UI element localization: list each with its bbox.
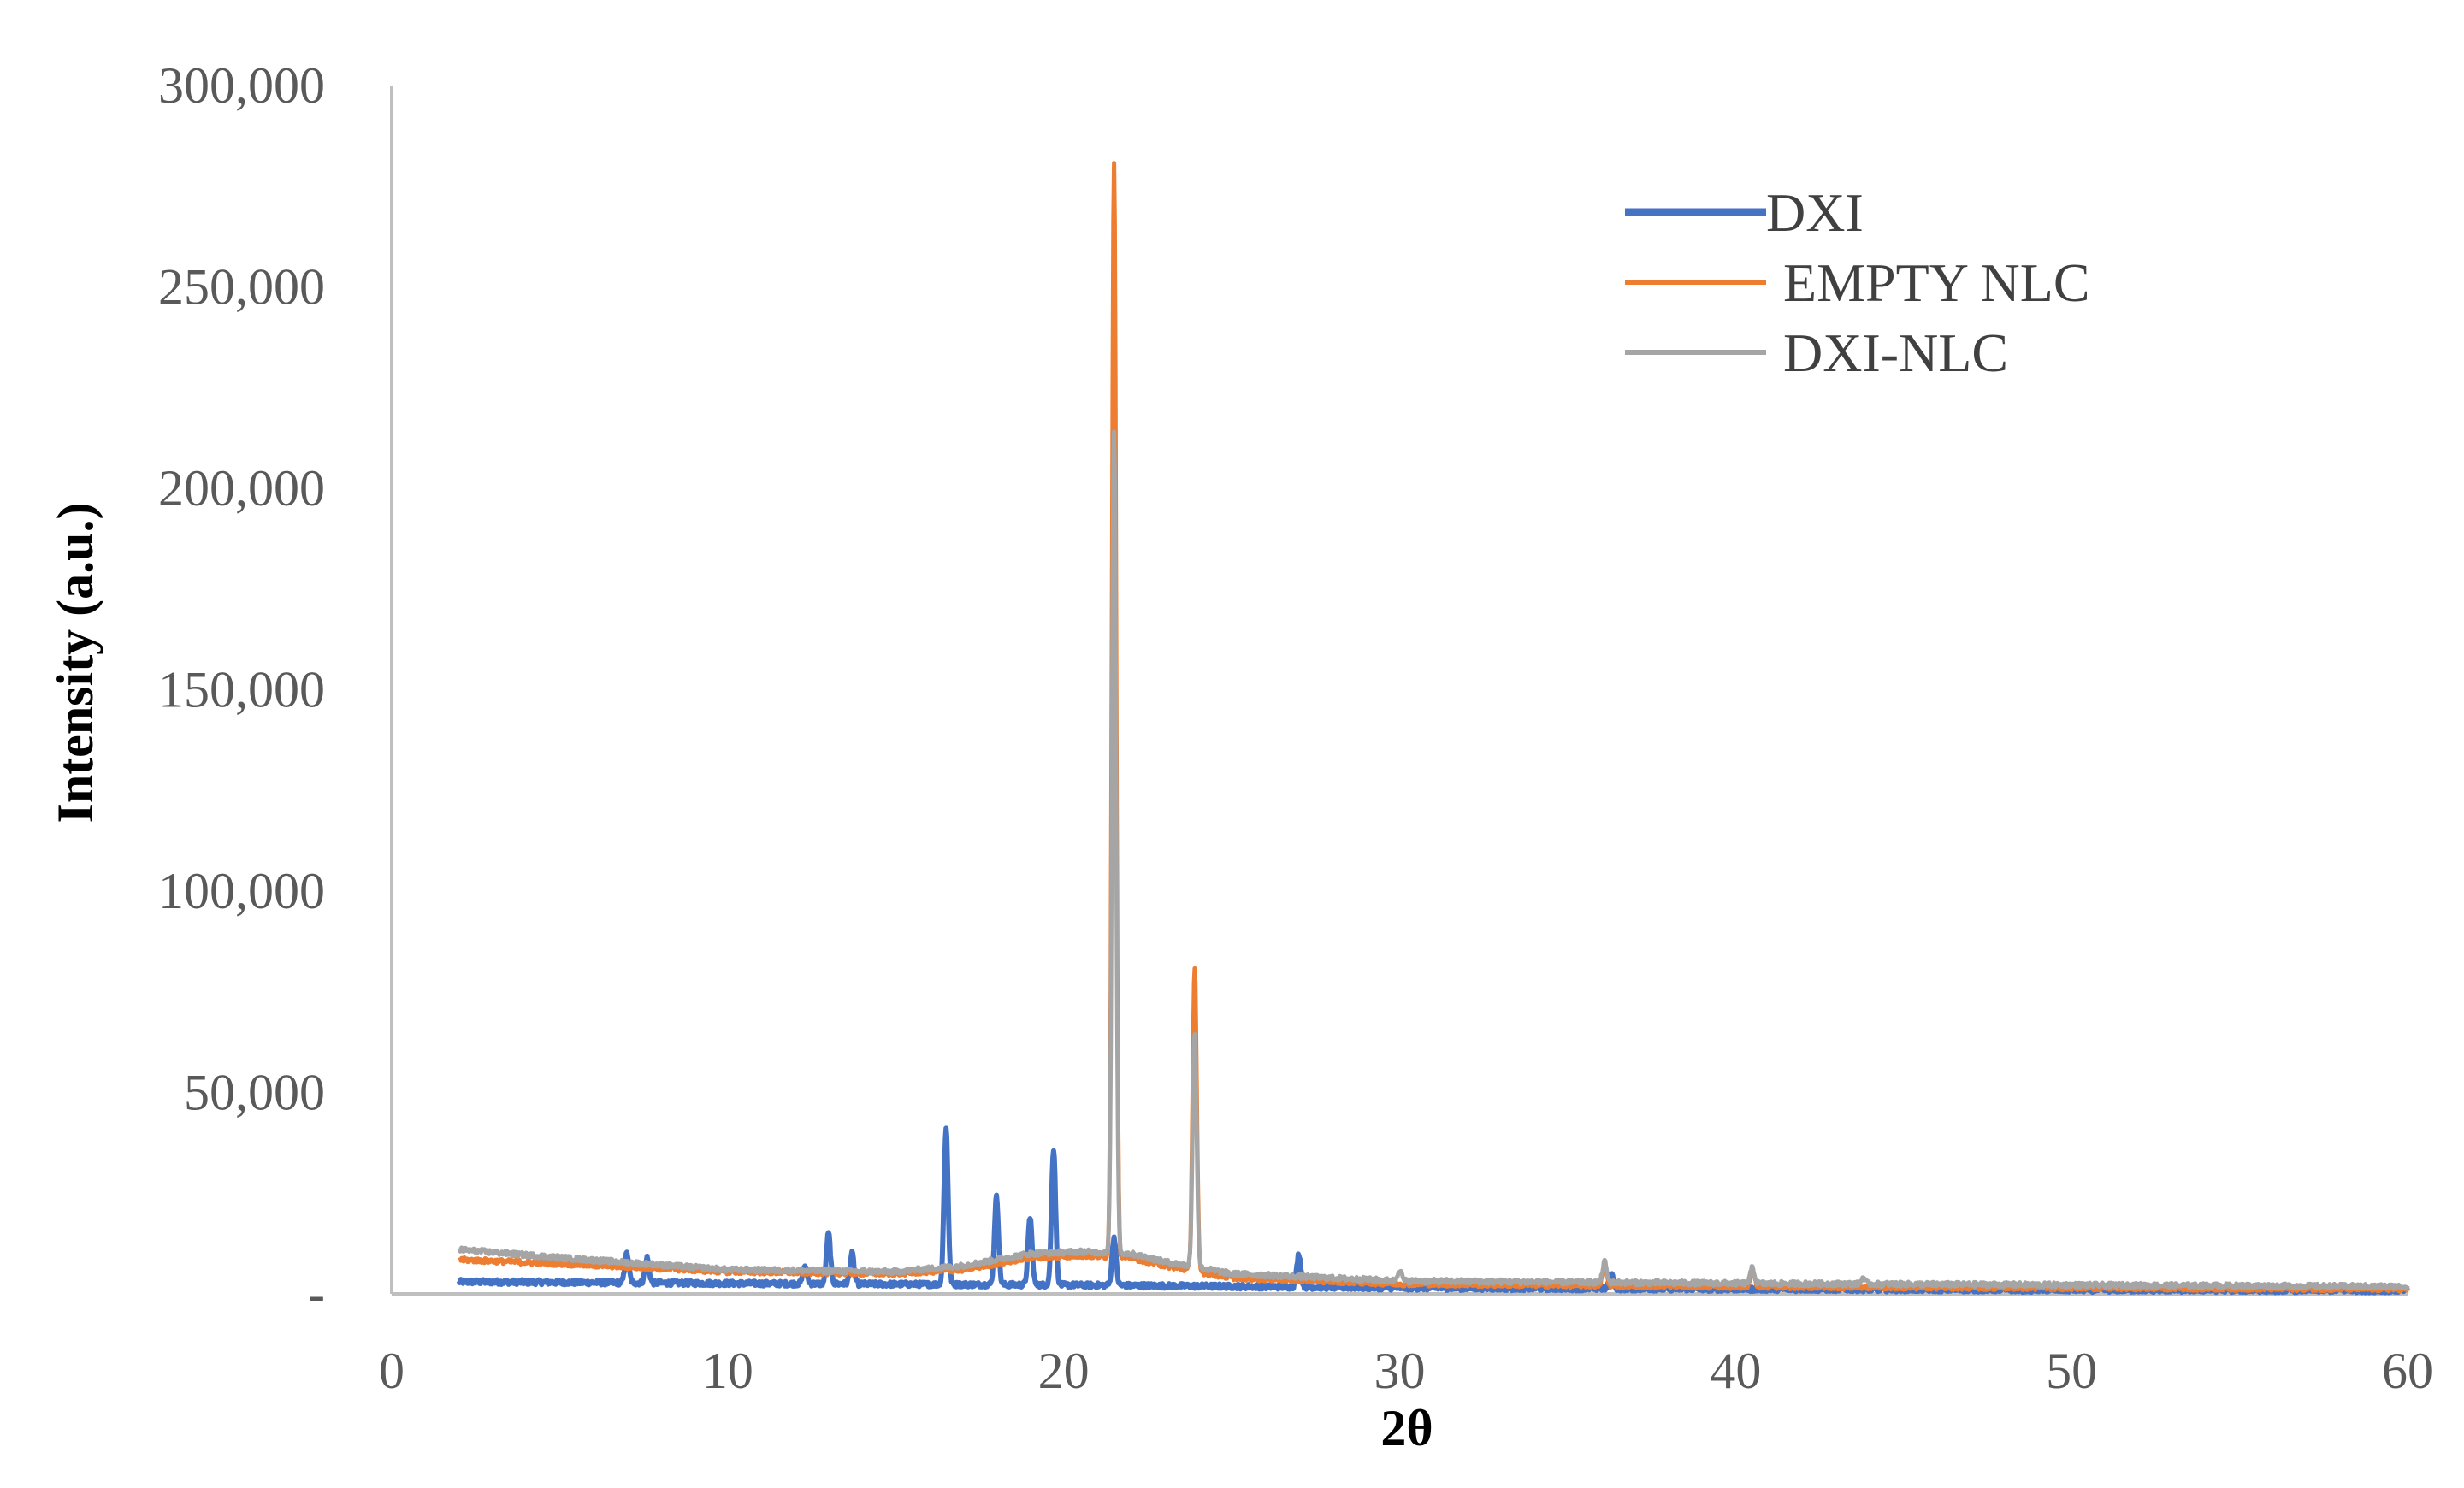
x-tick-label: 50 [2046,1343,2097,1399]
x-tick-label: 0 [379,1343,405,1399]
axes-layer: 0 10 20 30 40 50 60 - 50,000 100,000 150,000 200,00… [158,57,2433,1399]
series-line-empty-nlc [457,161,2410,1294]
y-axis-title: Intensity (a.u.) [47,502,103,823]
y-tick-label: - [308,1266,325,1322]
x-tick-label: 10 [702,1343,753,1399]
series-layer [456,161,2410,1296]
legend-label: DXI-NLC [1783,322,2008,383]
series-line-dxi-nlc [457,429,2410,1291]
x-tick-label: 30 [1374,1343,1426,1399]
y-tick-label: 250,000 [158,259,325,316]
y-tick-label: 300,000 [158,57,325,114]
y-tick-label: 50,000 [184,1065,325,1121]
x-tick-label: 20 [1038,1343,1090,1399]
legend-label: DXI [1766,182,1864,243]
y-tick-label: 200,000 [158,460,325,517]
y-tick-label: 150,000 [158,662,325,718]
legend-label: EMPTY NLC [1783,252,2090,313]
legend: DXI EMPTY NLC DXI-NLC [1625,182,2090,383]
x-axis-title: 2θ [1380,1400,1433,1456]
x-tick-label: 60 [2382,1343,2433,1399]
x-tick-label: 40 [1710,1343,1761,1399]
y-tick-label: 100,000 [158,863,325,919]
